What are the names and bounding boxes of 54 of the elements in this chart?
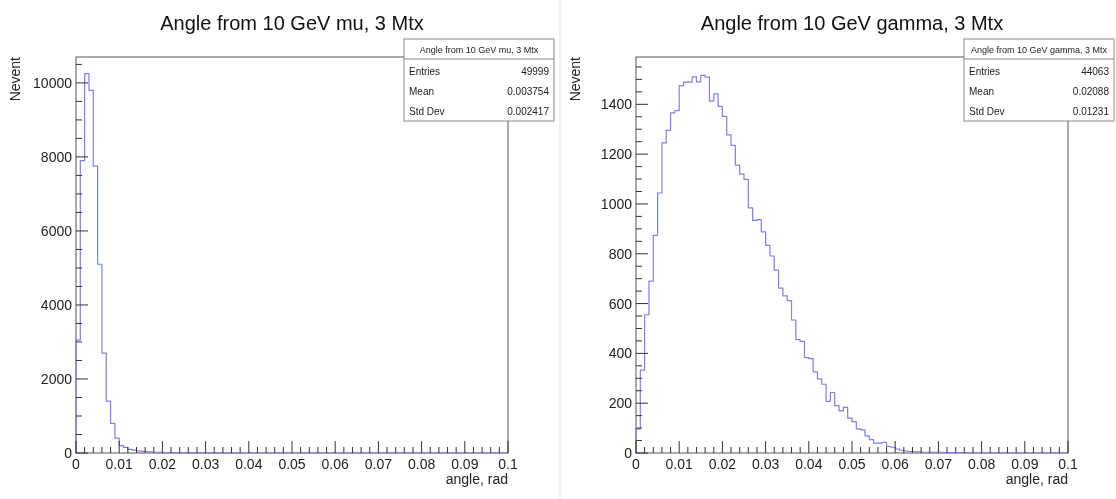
x-tick-label: 0.02 [148,456,177,472]
x-tick-label: 0.08 [407,456,436,472]
x-tick-label: 0.07 [364,456,393,472]
y-tick-label: 10000 [33,74,73,91]
annotation: 0.003754 [507,86,550,97]
x-axis-title: angle, rad [445,471,508,487]
text: 44063 [1081,66,1110,77]
text: Angle from 10 GeV gamma, 3 Mtx [970,45,1108,55]
chart-title: Angle from 10 GeV mu, 3 Mtx [160,12,424,34]
y-tick-label: 1200 [600,146,633,163]
x-tick-label: 0.1 [498,456,518,472]
x-tick-label: 0.1 [1058,456,1078,472]
x-tick-label: 0.03 [191,456,220,472]
y-axis-title: Nevent [567,56,583,102]
y-tick-label: 1400 [600,96,633,113]
y-tick-label: 0 [624,445,633,461]
x-tick-label: 0.09 [1011,456,1039,472]
text: Angle from 10 GeV mu, 3 Mtx [419,45,539,55]
x-tick-label: 0.04 [235,456,263,472]
x-tick-label: 0.05 [278,456,306,472]
x-tick-label: 0.07 [924,456,953,472]
annotation: Mean [409,86,435,97]
x-tick-label: 0.02 [708,456,737,472]
x-tick-label: 0.06 [881,456,910,472]
text: 0.01231 [1072,106,1110,117]
y-axis-title: Nevent [7,56,23,102]
x-tick-label: 0.05 [838,456,866,472]
x-tick-label: 0.01 [665,456,694,472]
x-tick-label: 0.04 [795,456,823,472]
text: 0.02088 [1072,86,1110,97]
x-tick-label: 0.03 [751,456,780,472]
y-tick-label: 8000 [40,148,73,165]
y-tick-label: 0 [64,445,73,461]
y-tick-label: 6000 [40,222,73,239]
x-tick-label: 0.01 [105,456,134,472]
annotation: 0.002417 [507,106,550,117]
x-tick-label: 0.06 [321,456,350,472]
annotation: Std Dev [409,106,445,117]
x-axis-title: angle, rad [1005,471,1068,487]
x-tick-label: 0.09 [451,456,479,472]
y-tick-label: 800 [608,245,633,262]
y-tick-label: 4000 [40,296,73,313]
annotation: Entries [409,66,441,77]
text: 49999 [521,66,550,77]
y-tick-label: 400 [608,345,633,362]
y-tick-label: 1000 [600,195,633,212]
y-tick-label: 600 [608,295,633,312]
annotation: Mean [969,86,995,97]
chart-title: Angle from 10 GeV gamma, 3 Mtx [700,12,1004,34]
annotation: Entries [969,66,1001,77]
annotation: Std Dev [969,106,1005,117]
y-tick-label: 2000 [40,370,73,387]
x-tick-label: 0.08 [967,456,996,472]
y-tick-label: 200 [608,395,633,412]
